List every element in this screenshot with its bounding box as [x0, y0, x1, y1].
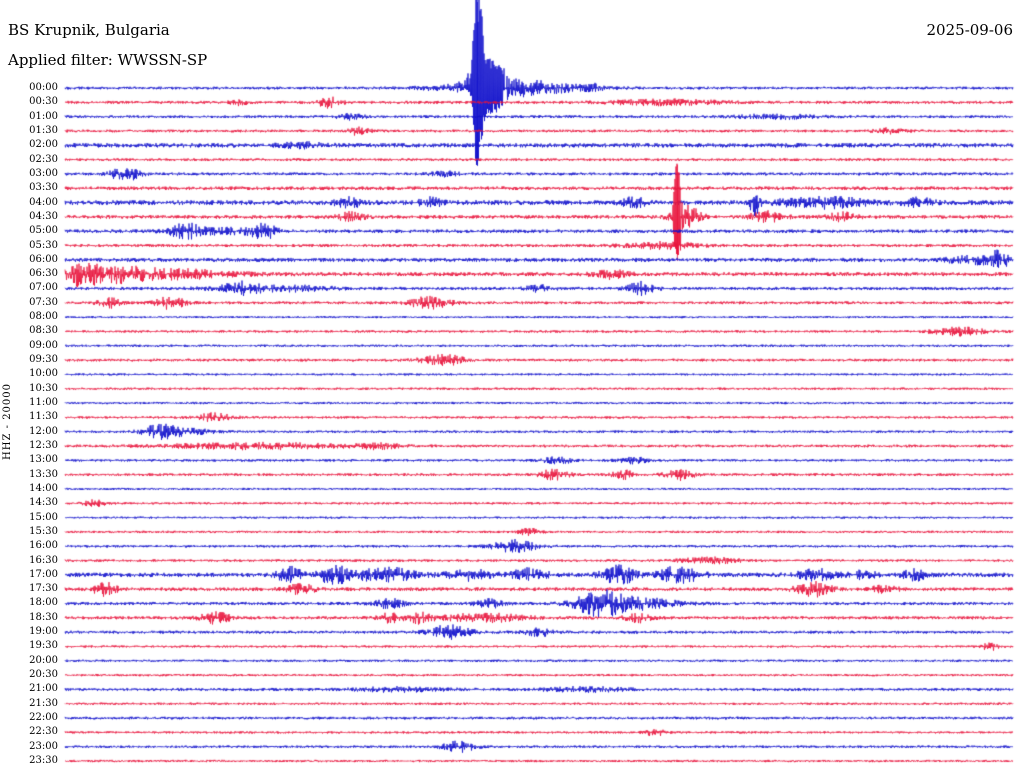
time-label: 01:00: [29, 110, 58, 122]
time-label: 03:30: [29, 182, 58, 194]
time-label: 10:30: [29, 382, 58, 394]
time-label: 16:00: [29, 540, 58, 552]
time-label: 17:30: [29, 583, 58, 595]
filter-label: Applied filter: WWSSN-SP: [8, 51, 208, 69]
time-label: 04:00: [29, 196, 58, 208]
time-label: 01:30: [29, 124, 58, 136]
time-label: 23:30: [29, 755, 58, 766]
time-label: 03:00: [29, 167, 58, 179]
time-label: 11:00: [29, 397, 58, 409]
time-label: 21:30: [29, 697, 58, 709]
time-label: 15:00: [29, 511, 58, 523]
time-label: 21:00: [29, 683, 58, 695]
time-label: 06:30: [29, 268, 58, 280]
time-label: 05:00: [29, 225, 58, 237]
date-label: 2025-09-06: [926, 21, 1013, 39]
time-label: 20:00: [29, 654, 58, 666]
time-label: 11:30: [29, 411, 58, 423]
time-label: 07:30: [29, 296, 58, 308]
time-label: 18:00: [29, 597, 58, 609]
time-label: 08:30: [29, 325, 58, 337]
time-label: 09:00: [29, 339, 58, 351]
time-label: 22:00: [29, 712, 58, 724]
time-label: 08:00: [29, 311, 58, 323]
station-title: BS Krupnik, Bulgaria: [8, 21, 170, 39]
time-label: 14:00: [29, 482, 58, 494]
time-label: 00:30: [29, 96, 58, 108]
time-label: 13:00: [29, 454, 58, 466]
time-label: 12:00: [29, 425, 58, 437]
time-label: 12:30: [29, 439, 58, 451]
time-label: 19:00: [29, 626, 58, 638]
time-label: 22:30: [29, 726, 58, 738]
time-label: 05:30: [29, 239, 58, 251]
time-label: 18:30: [29, 611, 58, 623]
time-label: 10:00: [29, 368, 58, 380]
time-label: 16:30: [29, 554, 58, 566]
time-label: 06:00: [29, 253, 58, 265]
time-label: 09:30: [29, 354, 58, 366]
time-label: 17:00: [29, 568, 58, 580]
time-label: 07:00: [29, 282, 58, 294]
time-label: 13:30: [29, 468, 58, 480]
time-label: 14:30: [29, 497, 58, 509]
time-label: 02:30: [29, 153, 58, 165]
time-label: 19:30: [29, 640, 58, 652]
time-label: 02:00: [29, 139, 58, 151]
time-label: 23:00: [29, 740, 58, 752]
time-label: 00:00: [29, 82, 58, 93]
time-label: 15:30: [29, 525, 58, 537]
time-label: 20:30: [29, 669, 58, 681]
time-label: 04:30: [29, 210, 58, 222]
